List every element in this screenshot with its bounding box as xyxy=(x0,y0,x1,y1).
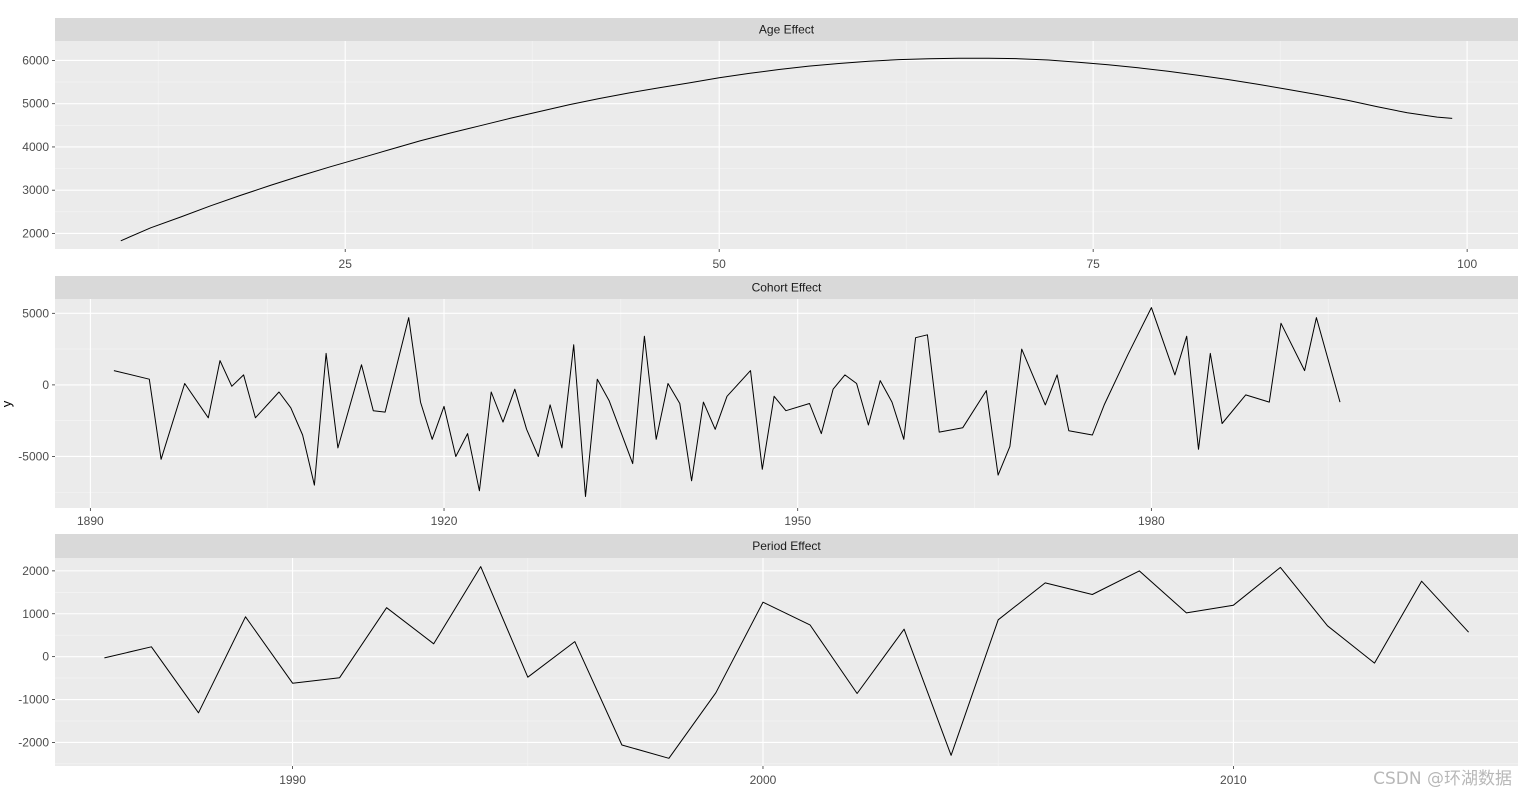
y-tick-label: 6000 xyxy=(22,53,49,67)
facet-panels: Age Effect 2000 3000 4000 5000 6000 25 50 75 100 C… xyxy=(18,18,1518,787)
panel-background xyxy=(55,41,1518,249)
x-tick-label: 1920 xyxy=(431,514,458,528)
y-tick-label: 3000 xyxy=(22,183,49,197)
facet-strip xyxy=(55,534,1518,558)
y-tick-label: 0 xyxy=(42,650,49,664)
y-tick-label: 1000 xyxy=(22,607,49,621)
y-tick-label: 2000 xyxy=(22,226,49,240)
facet-strip xyxy=(55,18,1518,41)
facet-panel: Period Effect -2000 -1000 0 1000 2000 1990 2000… xyxy=(18,534,1518,787)
y-tick-label: 5000 xyxy=(22,306,49,320)
y-tick-label: 0 xyxy=(42,378,49,392)
y-tick-label: 4000 xyxy=(22,140,49,154)
facet-title: Cohort Effect xyxy=(752,281,822,295)
series-line xyxy=(113,307,1341,497)
facet-title: Period Effect xyxy=(752,539,821,553)
y-tick-label: 2000 xyxy=(22,564,49,578)
x-tick-label: 1980 xyxy=(1138,514,1165,528)
facet-panel: Age Effect 2000 3000 4000 5000 6000 25 50 75 100 xyxy=(22,18,1518,271)
x-tick-label: 2010 xyxy=(1220,773,1247,787)
facet-panel: Cohort Effect -5000 0 5000 1890 1920 1950 1980 xyxy=(18,276,1518,528)
x-tick-label: 2000 xyxy=(750,773,777,787)
y-axis-title: y xyxy=(0,400,14,407)
series-line xyxy=(120,57,1453,242)
x-tick-label: 1990 xyxy=(279,773,306,787)
x-axis-title: x xyxy=(783,793,790,797)
y-tick-label: -5000 xyxy=(18,449,49,463)
y-tick-label: -2000 xyxy=(18,735,49,749)
x-tick-label: 100 xyxy=(1457,257,1477,271)
x-tick-label: 1950 xyxy=(784,514,811,528)
facet-title: Age Effect xyxy=(759,23,815,37)
x-tick-label: 75 xyxy=(1086,257,1100,271)
watermark: CSDN @环湖数据 xyxy=(1373,769,1512,789)
panel-background xyxy=(55,558,1518,766)
y-tick-label: 5000 xyxy=(22,97,49,111)
y-tick-label: -1000 xyxy=(18,693,49,707)
x-tick-label: 1890 xyxy=(77,514,104,528)
facet-strip xyxy=(55,276,1518,299)
panel-background xyxy=(55,299,1518,508)
x-tick-label: 25 xyxy=(339,257,353,271)
x-tick-label: 50 xyxy=(713,257,727,271)
series-line xyxy=(104,566,1469,759)
